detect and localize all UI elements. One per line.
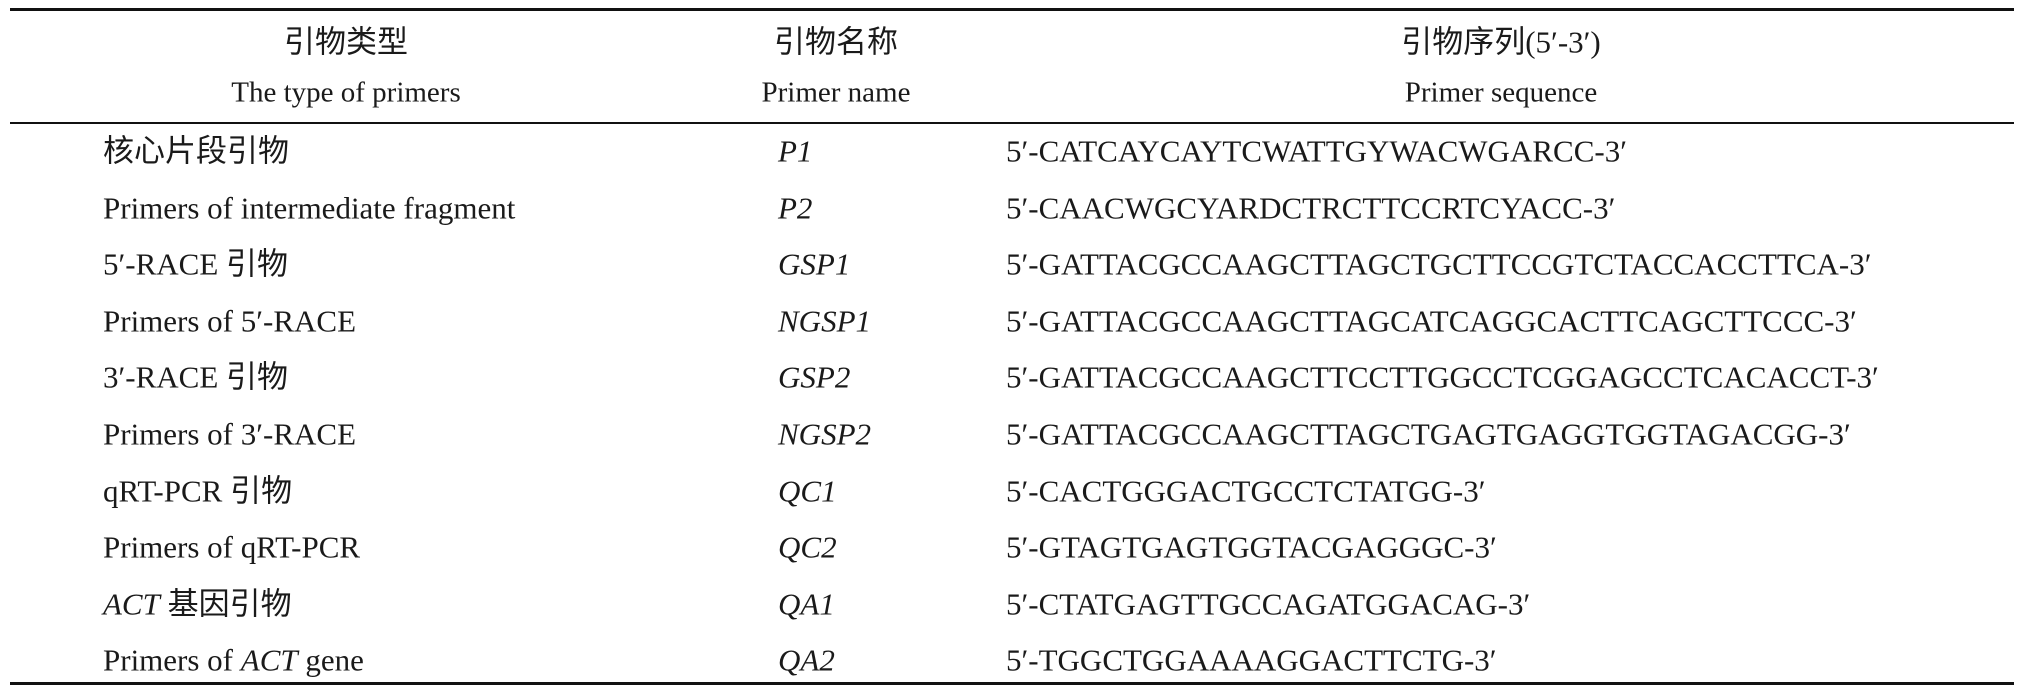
type-cell: qRT-PCR 引物 bbox=[103, 475, 292, 506]
type-cell: Primers of intermediate fragment bbox=[103, 192, 515, 223]
header-en: Primer name bbox=[761, 76, 911, 109]
text-run: qRT-PCR 引物 bbox=[103, 473, 293, 509]
primer-sequence: 5′-GATTACGCCAAGCTTAGCTGAGTGAGGTGGTAGACGG… bbox=[1006, 416, 1851, 452]
primer-name: QA2 bbox=[778, 642, 835, 678]
text-run: Primers of bbox=[103, 642, 241, 678]
type-cell: ACT 基因引物 bbox=[103, 588, 292, 619]
type-cell: Primers of 3′-RACE bbox=[103, 419, 356, 450]
type-cell: Primers of 5′-RACE bbox=[103, 305, 356, 336]
primer-sequence: 5′-CTATGAGTTGCCAGATGGACAG-3′ bbox=[1006, 586, 1531, 622]
text-run: gene bbox=[297, 642, 364, 678]
text-run: Primers of 5′-RACE bbox=[103, 303, 357, 339]
text-run: ACT bbox=[240, 642, 298, 678]
primer-name: NGSP1 bbox=[778, 303, 871, 339]
text-run: Primers of 3′-RACE bbox=[103, 416, 357, 452]
header-zh: 引物名称 bbox=[774, 24, 898, 60]
top-rule bbox=[10, 8, 2014, 11]
primer-sequence: 5′-CACTGGGACTGCCTCTATGG-3′ bbox=[1006, 473, 1486, 509]
primer-sequence: 5′-CAACWGCYARDCTRCTTCCRTCYACC-3′ bbox=[1006, 190, 1616, 226]
text-run: 核心片段引物 bbox=[103, 133, 289, 169]
text-run: Primers of qRT-PCR bbox=[103, 529, 361, 565]
primer-sequence: 5′-GATTACGCCAAGCTTAGCTGCTTCCGTCTACCACCTT… bbox=[1006, 246, 1872, 282]
primer-name: QC1 bbox=[778, 473, 837, 509]
primer-sequence: 5′-CATCAYCAYTCWATTGYWACWGARCC-3′ bbox=[1006, 133, 1627, 169]
primer-name: QC2 bbox=[778, 529, 837, 565]
primer-sequence: 5′-TGGCTGGAAAAGGACTTCTG-3′ bbox=[1006, 642, 1497, 678]
type-cell: 3′-RACE 引物 bbox=[103, 362, 288, 393]
primer-sequence: 5′-GATTACGCCAAGCTTCCTTGGCCTCGGAGCCTCACAC… bbox=[1006, 359, 1879, 395]
primer-name: GSP2 bbox=[778, 359, 851, 395]
header-en: The type of primers bbox=[231, 76, 461, 109]
header-zh: 引物序列(5′-3′) bbox=[1401, 24, 1601, 60]
header-en: Primer sequence bbox=[1404, 76, 1598, 109]
bottom-rule bbox=[10, 682, 2014, 685]
primer-sequence: 5′-GATTACGCCAAGCTTAGCATCAGGCACTTCAGCTTCC… bbox=[1006, 303, 1857, 339]
type-cell: Primers of ACT gene bbox=[103, 645, 364, 676]
type-cell: Primers of qRT-PCR bbox=[103, 532, 360, 563]
text-run: Primers of intermediate fragment bbox=[103, 190, 516, 226]
primer-name: NGSP2 bbox=[778, 416, 871, 452]
text-run: 3′-RACE 引物 bbox=[103, 359, 289, 395]
header-zh: 引物类型 bbox=[284, 24, 408, 60]
mid-rule bbox=[10, 122, 2014, 124]
type-cell: 核心片段引物 bbox=[103, 136, 289, 167]
primer-name: P1 bbox=[778, 133, 813, 169]
primer-name: QA1 bbox=[778, 586, 835, 622]
text-run: ACT bbox=[103, 586, 160, 622]
type-cell: 5′-RACE 引物 bbox=[103, 249, 288, 280]
primer-name: P2 bbox=[778, 190, 813, 226]
primer-name: GSP1 bbox=[778, 246, 851, 282]
primer-sequence: 5′-GTAGTGAGTGGTACGAGGGC-3′ bbox=[1006, 529, 1497, 565]
text-run: 基因引物 bbox=[159, 586, 292, 622]
text-run: 5′-RACE 引物 bbox=[103, 246, 289, 282]
